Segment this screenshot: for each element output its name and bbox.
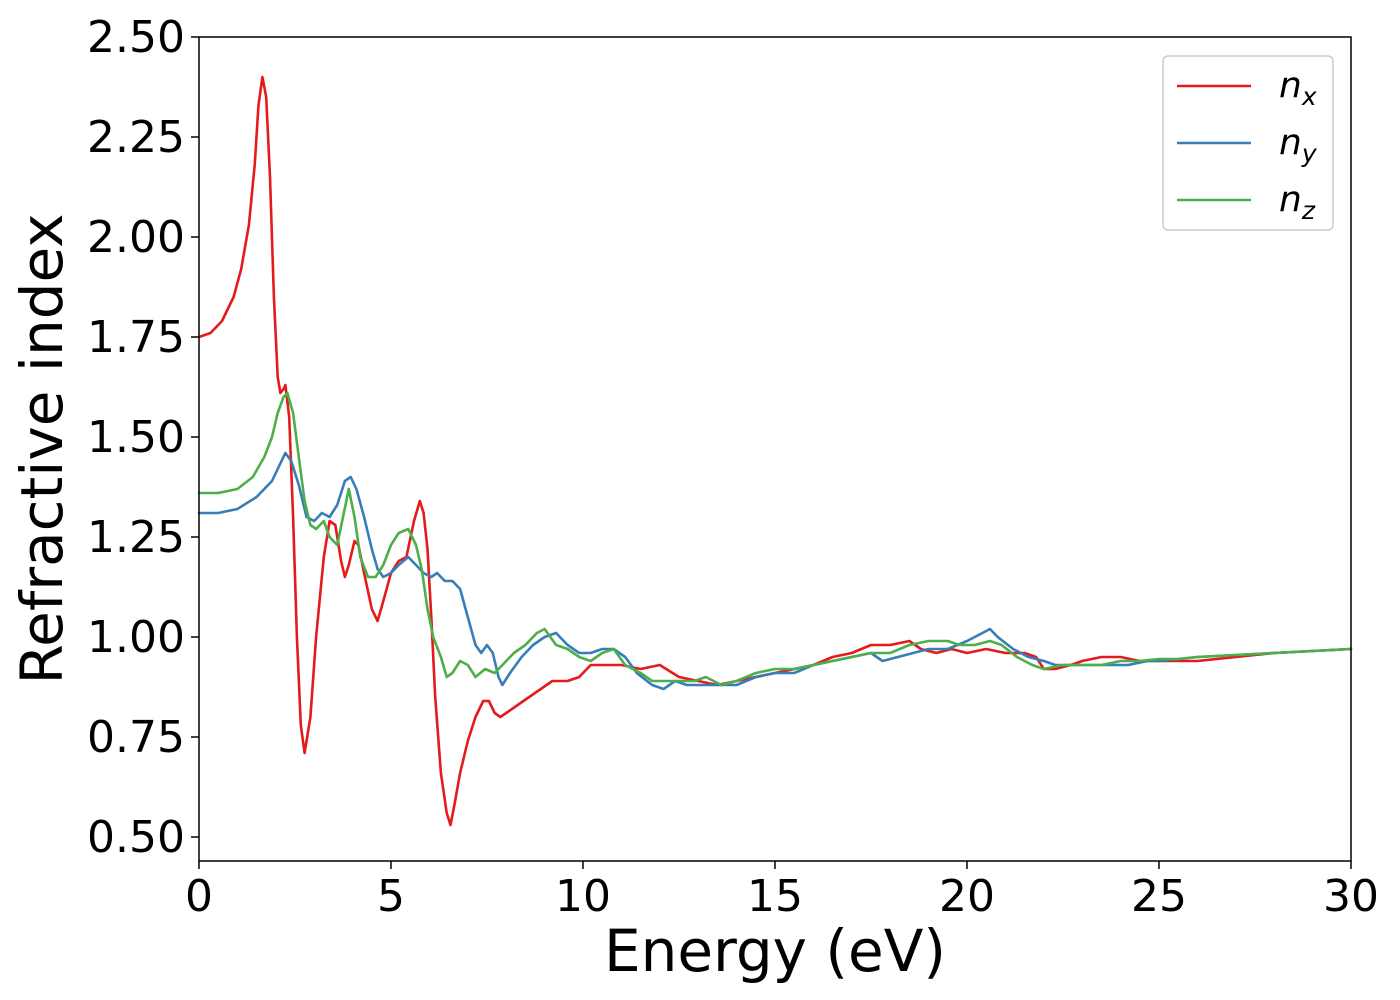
y-tick-label: 2.25	[87, 112, 185, 163]
x-tick-label: 0	[185, 871, 213, 922]
y-axis: 0.50 0.75 1.00 1.25 1.50 1.75 2.00 2.25 2.50	[87, 12, 199, 863]
y-tick-label: 0.75	[87, 712, 185, 763]
legend-label-z: nz	[1279, 179, 1316, 225]
series-line-y	[197, 451, 1353, 691]
x-tick-label: 5	[377, 871, 405, 922]
x-axis: 0 5 10 15 20 25 30	[185, 861, 1379, 922]
y-tick-label: 2.00	[87, 212, 185, 263]
x-tick-label: 20	[939, 871, 995, 922]
legend-label-x: nx	[1279, 65, 1317, 111]
y-tick-label: 2.50	[87, 12, 185, 63]
series-layer	[197, 75, 1353, 827]
x-tick-label: 30	[1323, 871, 1379, 922]
legend: nx ny nz	[1162, 55, 1334, 231]
series-line-x	[197, 75, 1353, 827]
series-line-z	[197, 391, 1353, 687]
x-tick-label: 25	[1131, 871, 1187, 922]
y-tick-label: 1.75	[87, 312, 185, 363]
x-tick-label: 15	[747, 871, 803, 922]
y-tick-label: 0.50	[87, 812, 185, 863]
y-tick-label: 1.50	[87, 412, 185, 463]
x-tick-label: 10	[555, 871, 611, 922]
y-axis-title: Refractive index	[8, 213, 76, 684]
y-tick-label: 1.00	[87, 612, 185, 663]
y-tick-label: 1.25	[87, 512, 185, 563]
legend-label-y: ny	[1279, 122, 1318, 168]
x-axis-title: Energy (eV)	[604, 917, 946, 985]
